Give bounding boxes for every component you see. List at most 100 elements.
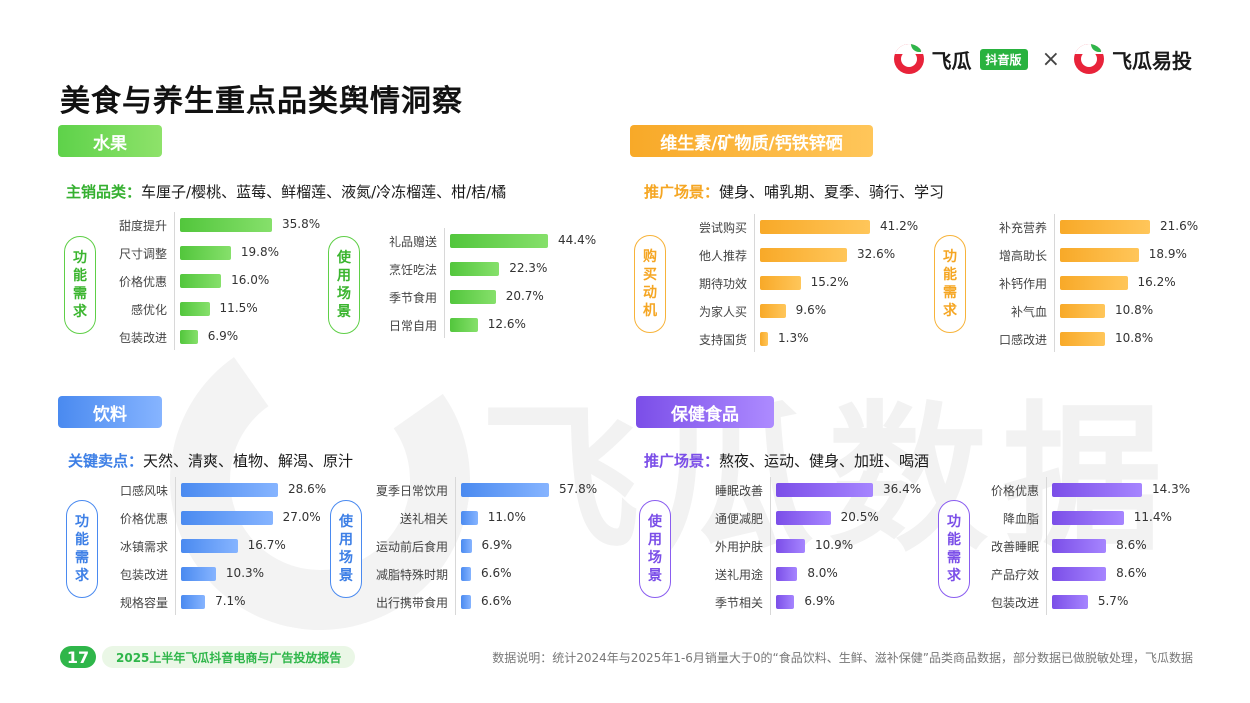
value-label: 7.1%	[215, 594, 246, 608]
pill-char: 功	[73, 250, 87, 266]
category-label: 补钙作用	[998, 277, 1047, 291]
bar	[1052, 567, 1107, 581]
value-label: 6.9%	[207, 329, 239, 343]
bar	[1052, 483, 1142, 497]
bar	[776, 595, 795, 609]
category-label: 烹饪吃法	[388, 263, 437, 277]
chart-row: 睡眠改善 36.4%	[715, 482, 921, 498]
bar	[450, 318, 478, 332]
bar	[1060, 248, 1139, 262]
bar	[760, 248, 848, 262]
data-note: 数据说明：统计2024年与2025年1-6月销量大于0的“食品饮料、生鲜、滋补保…	[492, 651, 1193, 665]
pill-drink-scene: 使用场景	[330, 500, 362, 598]
pill-drink-function: 功能需求	[66, 500, 98, 598]
bar	[180, 274, 222, 288]
chart-row: 送礼用途 8.0%	[715, 566, 838, 582]
category-label: 运动前后食用	[375, 540, 448, 554]
category-label: 价格优惠	[119, 512, 168, 526]
vitamin-sub-key: 推广场景：	[644, 183, 720, 201]
value-label: 8.6%	[1116, 538, 1147, 552]
value-label: 16.7%	[247, 538, 286, 552]
category-label: 礼品赠送	[388, 235, 437, 249]
value-label: 16.0%	[231, 273, 270, 287]
chart-row: 出行携带食用 6.6%	[376, 594, 512, 610]
bar	[1060, 304, 1105, 318]
pill-char: 需	[947, 550, 961, 566]
category-label: 为家人买	[698, 305, 747, 319]
value-label: 27.0%	[282, 510, 321, 524]
fruit-sub-key: 主销品类：	[66, 183, 142, 201]
category-label: 改善睡眠	[990, 540, 1039, 554]
bar	[760, 304, 786, 318]
value-label: 8.0%	[807, 566, 838, 580]
pill-fruit-function: 功能需求	[64, 236, 96, 334]
pill-char: 需	[75, 550, 89, 566]
drink-sub-value: 天然、清爽、植物、解渴、原汁	[143, 452, 354, 470]
bar	[1052, 511, 1124, 525]
value-label: 11.5%	[219, 301, 258, 315]
bar	[1060, 332, 1105, 346]
value-label: 28.6%	[288, 482, 327, 496]
chart-axis	[174, 212, 175, 350]
chart-row: 价格优惠 16.0%	[119, 273, 269, 289]
bar	[1052, 595, 1088, 609]
value-label: 8.6%	[1116, 566, 1147, 580]
chart-row: 减脂特殊时期 6.6%	[376, 566, 512, 582]
tag-fruit: 水果	[58, 125, 162, 157]
bar	[760, 276, 801, 290]
value-label: 6.6%	[481, 594, 512, 608]
chart-row: 口感改进 10.8%	[999, 331, 1153, 347]
category-label: 包装改进	[990, 596, 1039, 610]
chart-row: 季节食用 20.7%	[389, 289, 544, 305]
bar	[181, 511, 273, 525]
tag-drink: 饮料	[58, 396, 162, 428]
chart-axis	[1054, 214, 1055, 352]
category-label: 期待功效	[698, 277, 747, 291]
value-label: 11.0%	[487, 510, 526, 524]
pill-char: 用	[648, 532, 662, 548]
value-label: 16.2%	[1137, 275, 1176, 289]
category-label: 口感改进	[998, 333, 1047, 347]
bar	[461, 595, 472, 609]
bar	[461, 483, 549, 497]
value-label: 32.6%	[857, 247, 896, 261]
chart-axis	[444, 228, 445, 338]
category-label: 补气血	[1010, 305, 1047, 319]
pill-char: 场	[337, 286, 351, 302]
bar	[450, 290, 496, 304]
bar	[776, 511, 831, 525]
health-subline: 推广场景：熬夜、运动、健身、加班、喝酒	[644, 450, 929, 471]
value-label: 10.3%	[225, 566, 265, 580]
drink-subline: 关键卖点：天然、清爽、植物、解渴、原汁	[68, 450, 353, 471]
value-label: 1.3%	[778, 331, 809, 345]
value-label: 12.6%	[487, 317, 526, 331]
watermark: 飞瓜数据	[146, 306, 1162, 654]
brand-name-right: 飞瓜易投	[1112, 48, 1192, 73]
category-label: 降血脂	[1002, 512, 1039, 526]
chart-row: 补充营养 21.6%	[999, 219, 1198, 235]
pill-char: 求	[947, 568, 961, 584]
category-label: 支持国货	[698, 333, 747, 347]
chart-row: 通便减肥 20.5%	[715, 510, 879, 526]
chart-row: 外用护肤 10.9%	[715, 538, 853, 554]
chart-row: 为家人买 9.6%	[699, 303, 826, 319]
value-label: 6.6%	[481, 566, 512, 580]
chart-row: 价格优惠 27.0%	[120, 510, 321, 526]
category-label: 睡眠改善	[714, 484, 763, 498]
category-label: 感优化	[130, 303, 167, 317]
chart-axis	[770, 477, 771, 615]
value-label: 10.8%	[1115, 331, 1154, 345]
bar	[180, 302, 210, 316]
page-number: 17	[60, 646, 96, 668]
value-label: 57.8%	[559, 482, 598, 496]
bar	[776, 539, 806, 553]
bar	[776, 483, 873, 497]
bar	[776, 567, 798, 581]
chart-row: 口感风味 28.6%	[120, 482, 326, 498]
pill-char: 求	[73, 304, 87, 320]
category-label: 送礼相关	[399, 512, 448, 526]
bar	[760, 220, 870, 234]
pill-char: 景	[648, 568, 662, 584]
category-label: 冰镇需求	[119, 540, 168, 554]
pill-char: 景	[339, 568, 353, 584]
